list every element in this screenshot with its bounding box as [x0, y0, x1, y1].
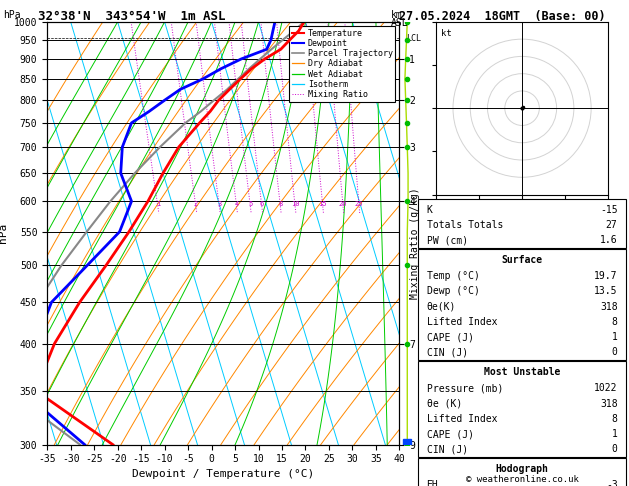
- Text: Lifted Index: Lifted Index: [426, 317, 497, 327]
- Text: 6: 6: [260, 201, 264, 207]
- Text: θe(K): θe(K): [426, 302, 456, 312]
- Text: Most Unstable: Most Unstable: [484, 367, 560, 378]
- Text: 27: 27: [606, 220, 618, 230]
- Text: Lifted Index: Lifted Index: [426, 414, 497, 424]
- Text: 1: 1: [611, 429, 618, 439]
- Text: 1: 1: [611, 332, 618, 342]
- Text: 1: 1: [156, 201, 160, 207]
- Text: 2: 2: [194, 201, 198, 207]
- Text: hPa: hPa: [3, 10, 21, 20]
- Text: 15: 15: [319, 201, 327, 207]
- Text: K: K: [426, 205, 433, 215]
- Text: 10: 10: [291, 201, 299, 207]
- Text: Mixing Ratio (g/kg): Mixing Ratio (g/kg): [410, 187, 420, 299]
- Text: Hodograph: Hodograph: [496, 464, 548, 474]
- Text: CAPE (J): CAPE (J): [426, 429, 474, 439]
- Text: 318: 318: [600, 302, 618, 312]
- Text: 8: 8: [278, 201, 282, 207]
- Text: CAPE (J): CAPE (J): [426, 332, 474, 342]
- Text: km: km: [391, 10, 403, 20]
- Text: 25: 25: [355, 201, 364, 207]
- Text: -3: -3: [606, 480, 618, 486]
- Y-axis label: hPa: hPa: [0, 223, 8, 243]
- Text: 1.6: 1.6: [600, 235, 618, 245]
- Text: Dewp (°C): Dewp (°C): [426, 286, 479, 296]
- Legend: Temperature, Dewpoint, Parcel Trajectory, Dry Adiabat, Wet Adiabat, Isotherm, Mi: Temperature, Dewpoint, Parcel Trajectory…: [289, 26, 395, 102]
- Text: 3: 3: [217, 201, 221, 207]
- Text: Totals Totals: Totals Totals: [426, 220, 503, 230]
- Bar: [418, 458, 626, 486]
- Text: -15: -15: [600, 205, 618, 215]
- Text: LCL: LCL: [406, 34, 421, 43]
- Text: 32°38'N  343°54'W  1m ASL: 32°38'N 343°54'W 1m ASL: [38, 10, 225, 23]
- Text: 27.05.2024  18GMT  (Base: 00): 27.05.2024 18GMT (Base: 00): [399, 10, 606, 23]
- Text: 4: 4: [235, 201, 239, 207]
- Text: ASL: ASL: [391, 18, 409, 28]
- Text: 20: 20: [339, 201, 347, 207]
- Text: 13.5: 13.5: [594, 286, 618, 296]
- Text: PW (cm): PW (cm): [426, 235, 468, 245]
- Text: 8: 8: [611, 317, 618, 327]
- Text: 0: 0: [611, 347, 618, 357]
- Text: © weatheronline.co.uk: © weatheronline.co.uk: [465, 474, 579, 484]
- X-axis label: Dewpoint / Temperature (°C): Dewpoint / Temperature (°C): [132, 469, 314, 479]
- Text: 318: 318: [600, 399, 618, 409]
- Text: θe (K): θe (K): [426, 399, 462, 409]
- Text: 0: 0: [611, 444, 618, 454]
- Text: 19.7: 19.7: [594, 271, 618, 281]
- Bar: [418, 362, 626, 457]
- Text: Surface: Surface: [501, 255, 543, 265]
- Text: 5: 5: [248, 201, 253, 207]
- Bar: [403, 439, 411, 456]
- Text: EH: EH: [426, 480, 438, 486]
- Bar: [418, 199, 626, 248]
- Bar: [418, 249, 626, 360]
- Text: Temp (°C): Temp (°C): [426, 271, 479, 281]
- Text: Pressure (mb): Pressure (mb): [426, 383, 503, 393]
- Text: CIN (J): CIN (J): [426, 444, 468, 454]
- Text: 8: 8: [611, 414, 618, 424]
- Text: CIN (J): CIN (J): [426, 347, 468, 357]
- Text: 1022: 1022: [594, 383, 618, 393]
- Text: kt: kt: [441, 29, 452, 38]
